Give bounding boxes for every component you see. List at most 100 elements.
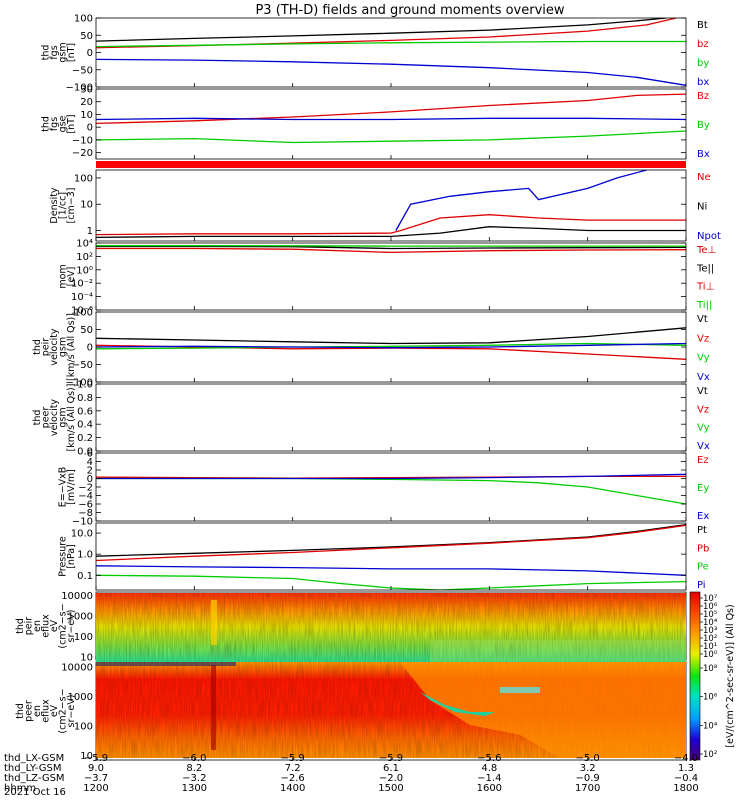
y-tick-label: 1: [87, 226, 93, 237]
x-axis-value: −1.4: [477, 773, 501, 784]
series-line-Vt: [96, 327, 686, 345]
x-axis-value: 1600: [477, 783, 502, 794]
x-axis-value: −4.0: [674, 753, 698, 764]
series-line-Te||: [96, 245, 686, 250]
legend-entry: Te||: [696, 263, 714, 274]
y-tick-label: −8: [78, 508, 93, 519]
series-line-Ex: [96, 473, 686, 480]
series-line-Bx: [96, 117, 686, 121]
y-axis-label: Density: [49, 187, 60, 223]
colorbar-tick-label: 10¹: [703, 642, 717, 652]
legend-entry: Pi: [697, 580, 706, 591]
y-tick-label: 10⁻⁶: [71, 306, 93, 317]
x-axis-value: −5.9: [379, 753, 403, 764]
y-tick-label: 100: [74, 632, 93, 643]
figure-title: P3 (TH-D) fields and ground moments over…: [255, 3, 564, 18]
y-tick-label: 1.0: [77, 550, 93, 561]
x-axis-value: 1700: [575, 783, 600, 794]
x-axis-value: −2.0: [379, 773, 403, 784]
y-tick-label: 0: [87, 343, 93, 354]
y-tick-label: 1.0: [77, 380, 93, 391]
legend-entry: Vz: [697, 404, 709, 415]
x-axis-value: 9.0: [88, 763, 104, 774]
x-axis-value: −3.2: [182, 773, 206, 784]
y-tick-label: 2: [87, 466, 93, 477]
x-axis-value: 4.8: [481, 763, 497, 774]
x-axis-row-label: thd_LZ-GSM: [4, 773, 65, 784]
y-tick-label: 10: [80, 110, 93, 121]
legend-entry: Vz: [697, 333, 709, 344]
y-tick-label: 0: [87, 474, 93, 485]
y-tick-label: 0.8: [77, 393, 93, 404]
colorbar-tick-label: 10⁴: [703, 618, 718, 628]
y-tick-label: 0.2: [77, 433, 93, 444]
y-tick-label: 100: [74, 722, 93, 733]
y-tick-label: 10²: [76, 252, 93, 263]
y-tick-label: 100: [74, 14, 93, 25]
y-tick-label: 10⁴: [76, 239, 93, 250]
y-tick-label: −6: [78, 500, 93, 511]
y-tick-label: −100: [66, 83, 93, 94]
y-axis-label: thd: [15, 703, 26, 719]
legend-entry: Te⊥: [696, 245, 716, 256]
x-axis-value: −3.7: [84, 773, 108, 784]
y-axis-label: velocity: [49, 328, 60, 366]
legend-entry: By: [697, 120, 710, 131]
y-axis-label: eflux: [41, 699, 52, 723]
y-axis-label: E=−VxB: [58, 467, 69, 508]
y-axis-label: en: [32, 705, 43, 717]
y-axis-label: (cm2−s−: [58, 688, 69, 733]
x-axis-value: 1400: [280, 783, 305, 794]
x-axis-value: 1300: [182, 783, 207, 794]
y-axis-label: peer: [41, 407, 52, 429]
legend-entry: Vx: [697, 441, 710, 452]
y-axis-label: [nT]: [66, 114, 77, 133]
legend-entry: bz: [697, 39, 709, 50]
peer-spectrogram-blue-blob: [500, 687, 540, 693]
y-axis-label: gsm: [58, 42, 69, 62]
colorbar-tick-label: 10⁴: [703, 721, 718, 731]
peer-spectrogram: [96, 662, 686, 758]
y-tick-label: 1000: [68, 612, 93, 623]
y-tick-label: 10: [80, 200, 93, 211]
legend-entry: Vx: [697, 372, 710, 383]
x-axis-value: −5.6: [477, 753, 501, 764]
legend-entry: Vy: [697, 353, 710, 364]
panel-moments_temperature: 10⁴ 10² 10⁰ 10⁻² 10⁻⁴ 10⁻⁶ mom[eV] Te⊥ Te|| Ti⊥ Ti…: [58, 239, 717, 317]
x-axis-value: −5.0: [576, 753, 600, 764]
x-axis-row-label: thd_LY-GSM: [4, 763, 61, 774]
colorbar-tick-label: 10⁷: [703, 594, 718, 604]
y-tick-label: 10000: [61, 591, 93, 602]
legend-entry: bx: [697, 77, 709, 88]
y-axis-label: sr−eV): [66, 695, 77, 728]
colorbar-title: [eV/(cm^2-sec-sr-eV)] (All Qs): [725, 604, 736, 747]
y-tick-label: 0: [87, 123, 93, 134]
y-axis-label: (cm2−s−: [58, 603, 69, 648]
y-tick-label: 0.4: [77, 420, 93, 431]
colorbar-tick-label: 10⁶: [703, 693, 718, 703]
y-tick-label: 10⁰: [76, 265, 93, 276]
y-axis-label: peir: [41, 338, 52, 357]
x-axis-value: −0.9: [576, 773, 600, 784]
series-line-Vy: [96, 342, 686, 350]
y-tick-label: 10: [80, 652, 93, 663]
legend-entry: Bx: [697, 149, 710, 160]
peer-spectrogram-green-streak: [420, 692, 495, 716]
x-axis-value: −5.9: [281, 753, 305, 764]
x-axis-value: −5.9: [84, 753, 108, 764]
y-axis-label: [nT]: [66, 43, 77, 62]
y-tick-label: 10: [80, 751, 93, 762]
legend-entry: Pb: [697, 543, 709, 554]
legend-entry: Ti||: [696, 300, 712, 311]
y-tick-label: 100: [74, 173, 93, 184]
y-axis-label: thd: [41, 45, 52, 61]
series-line-by: [96, 40, 686, 48]
y-tick-label: −10: [72, 517, 93, 528]
x-axis-value: −0.4: [674, 773, 698, 784]
colorbar-tick-label: 10⁰: [703, 650, 718, 660]
legend-entry: Npot: [697, 231, 721, 242]
panel-peer_velocity: 1.0 0.8 0.6 0.4 0.2 0.0 thdpeervelocitygsm[km/…: [32, 380, 710, 458]
